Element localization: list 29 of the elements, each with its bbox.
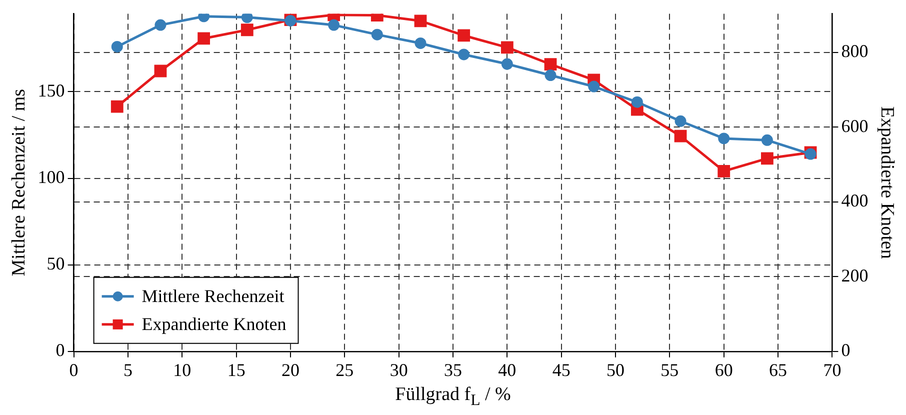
- x-tick-label: 65: [769, 360, 788, 380]
- legend-label: Mittlere Rechenzeit: [142, 286, 284, 306]
- x-tick-label: 15: [227, 360, 246, 380]
- y2-tick-label: 600: [841, 116, 868, 136]
- x-tick-label: 50: [606, 360, 625, 380]
- x-tick-label: 25: [336, 360, 354, 380]
- y-tick-label: 100: [38, 167, 65, 188]
- y-tick-label: 50: [46, 254, 65, 274]
- y2-tick-label: 800: [841, 41, 868, 62]
- x-tick-label: 35: [444, 360, 462, 380]
- x-tick-label: 70: [823, 360, 842, 380]
- x-tick-label: 0: [69, 360, 78, 380]
- x-tick-label: 5: [123, 360, 132, 380]
- y-tick-label: 150: [38, 80, 65, 100]
- legend-label: Expandierte Knoten: [142, 314, 286, 334]
- y-axis-title: Mittlere Rechenzeit / ms: [8, 88, 30, 276]
- x-axis-title: Füllgrad f$_{L}$ / %: [394, 384, 512, 410]
- y-tick-label: 0: [56, 340, 65, 360]
- x-tick-label: 45: [552, 360, 570, 380]
- x-tick-label: 30: [390, 360, 408, 380]
- y2-tick-label: 200: [841, 265, 868, 286]
- x-tick-label: 20: [281, 360, 300, 380]
- x-tick-label: 10: [173, 360, 192, 380]
- y2-axis-title: Expandierte Knoten: [876, 106, 898, 260]
- x-tick-label: 60: [714, 360, 733, 380]
- y2-tick-label: 0: [841, 340, 850, 360]
- x-tick-label: 40: [498, 360, 516, 380]
- y2-tick-label: 400: [841, 190, 868, 211]
- x-tick-label: 55: [660, 360, 679, 380]
